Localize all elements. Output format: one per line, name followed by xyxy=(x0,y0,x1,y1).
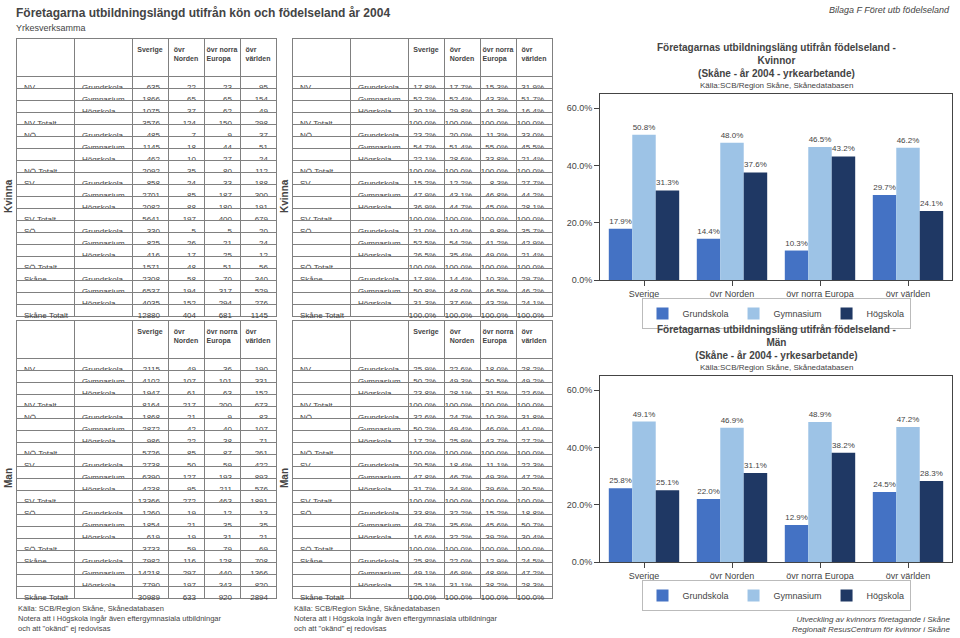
svg-text:12880: 12880 xyxy=(138,311,161,318)
svg-text:31.3%: 31.3% xyxy=(656,178,679,187)
svg-text:Sverige: Sverige xyxy=(629,571,660,581)
svg-text:Skåne Totalt: Skåne Totalt xyxy=(24,311,69,318)
svg-text:0.0%: 0.0% xyxy=(572,557,593,567)
svg-text:Grundskola: Grundskola xyxy=(683,309,729,319)
svg-text:681: 681 xyxy=(219,311,233,318)
svg-text:37.6%: 37.6% xyxy=(744,160,767,169)
svg-text:Sverige: Sverige xyxy=(413,328,438,336)
svg-text:46.2%: 46.2% xyxy=(897,136,920,145)
svg-text:100.0%: 100.0% xyxy=(409,593,436,600)
svg-text:Yrkesverksamma: Yrkesverksamma xyxy=(16,23,86,33)
svg-text:38.2%: 38.2% xyxy=(832,441,855,450)
svg-text:28.3%: 28.3% xyxy=(920,469,943,478)
svg-text:0.0%: 0.0% xyxy=(572,275,593,285)
svg-text:övr världen: övr världen xyxy=(886,571,931,581)
svg-text:47.2%: 47.2% xyxy=(897,415,920,424)
svg-text:Skåne Totalt: Skåne Totalt xyxy=(300,311,345,318)
svg-text:25.1%: 25.1% xyxy=(656,478,679,487)
svg-text:övr Norden: övr Norden xyxy=(710,571,755,581)
svg-text:Utveckling av kvinnors företag: Utveckling av kvinnors företagande i Skå… xyxy=(792,615,950,634)
svg-text:övrvärlden: övrvärlden xyxy=(522,328,547,344)
svg-text:övr norraEuropa: övr norraEuropa xyxy=(483,328,514,345)
svg-text:Sverige: Sverige xyxy=(137,328,162,336)
svg-text:48.0%: 48.0% xyxy=(721,131,744,140)
svg-text:24.5%: 24.5% xyxy=(873,480,896,489)
svg-text:Gymnasium: Gymnasium xyxy=(774,591,822,601)
svg-text:60.0%: 60.0% xyxy=(567,103,593,113)
svg-text:40.0%: 40.0% xyxy=(567,443,593,453)
svg-text:29.7%: 29.7% xyxy=(873,183,896,192)
svg-text:100.0%: 100.0% xyxy=(445,593,472,600)
svg-text:Högskola: Högskola xyxy=(867,591,905,601)
svg-text:Grundskola: Grundskola xyxy=(683,591,729,601)
svg-text:2894: 2894 xyxy=(250,593,268,600)
svg-text:30989: 30989 xyxy=(138,593,161,600)
svg-text:22.0%: 22.0% xyxy=(697,487,720,496)
svg-text:övrvärlden: övrvärlden xyxy=(246,328,271,344)
svg-text:404: 404 xyxy=(183,311,197,318)
svg-text:25.8%: 25.8% xyxy=(609,476,632,485)
svg-text:Gymnasium: Gymnasium xyxy=(774,309,822,319)
svg-text:övr norraEuropa: övr norraEuropa xyxy=(207,328,238,345)
svg-text:övr världen: övr världen xyxy=(886,289,931,299)
svg-text:övrNorden: övrNorden xyxy=(450,328,475,344)
svg-text:Källa:SCB/Region Skåne, Skåned: Källa:SCB/Region Skåne, Skånedatabasen xyxy=(700,81,853,90)
svg-text:Sverige: Sverige xyxy=(629,289,660,299)
svg-text:40.0%: 40.0% xyxy=(567,161,593,171)
svg-text:14.4%: 14.4% xyxy=(697,227,720,236)
svg-text:övrvärlden: övrvärlden xyxy=(522,46,547,62)
svg-text:övrNorden: övrNorden xyxy=(174,328,199,344)
svg-text:Källa:SCB/Region Skåne, Skåned: Källa:SCB/Region Skåne, Skånedatabasen xyxy=(700,363,853,372)
svg-text:49.1%: 49.1% xyxy=(633,410,656,419)
svg-text:övr Norden: övr Norden xyxy=(710,289,755,299)
svg-text:100.0%: 100.0% xyxy=(409,311,436,318)
svg-text:övr norraEuropa: övr norraEuropa xyxy=(483,46,514,63)
svg-text:Företagarna utbildningslängd u: Företagarna utbildningslängd utifrån kön… xyxy=(16,6,390,20)
svg-text:100.0%: 100.0% xyxy=(445,311,472,318)
svg-text:100.0%: 100.0% xyxy=(481,593,508,600)
svg-text:633: 633 xyxy=(183,593,197,600)
svg-text:Man: Man xyxy=(3,468,14,488)
svg-text:60.0%: 60.0% xyxy=(567,385,593,395)
svg-text:920: 920 xyxy=(219,593,233,600)
svg-text:övr norra Europa: övr norra Europa xyxy=(786,289,854,299)
svg-text:50.8%: 50.8% xyxy=(633,123,656,132)
svg-text:10.3%: 10.3% xyxy=(785,239,808,248)
svg-text:100.0%: 100.0% xyxy=(481,311,508,318)
svg-text:övrNorden: övrNorden xyxy=(174,46,199,62)
svg-text:Skåne Totalt: Skåne Totalt xyxy=(24,593,69,600)
svg-text:31.1%: 31.1% xyxy=(744,461,767,470)
svg-text:20.0%: 20.0% xyxy=(567,500,593,510)
svg-text:Företagarnas utbildningsläng u: Företagarnas utbildningsläng utifrån föd… xyxy=(657,324,896,361)
svg-text:Sverige: Sverige xyxy=(413,46,438,54)
svg-text:övrvärlden: övrvärlden xyxy=(246,46,271,62)
svg-text:Källa: SCB/Region Skåne, Skåne: Källa: SCB/Region Skåne, SkånedatabasenN… xyxy=(18,604,222,633)
svg-text:48.9%: 48.9% xyxy=(809,410,832,419)
svg-text:övrNorden: övrNorden xyxy=(450,46,475,62)
svg-text:100.0%: 100.0% xyxy=(517,311,544,318)
svg-text:100.0%: 100.0% xyxy=(517,593,544,600)
svg-text:1145: 1145 xyxy=(251,311,269,318)
svg-text:12.9%: 12.9% xyxy=(785,513,808,522)
svg-text:20.0%: 20.0% xyxy=(567,218,593,228)
svg-text:Företagarnas utbildningsläng u: Företagarnas utbildningsläng utifrån föd… xyxy=(657,42,896,79)
svg-text:Högskola: Högskola xyxy=(867,309,905,319)
svg-text:46.9%: 46.9% xyxy=(721,416,744,425)
svg-text:övr norra Europa: övr norra Europa xyxy=(786,571,854,581)
svg-text:Bilaga F Föret utb födelseland: Bilaga F Föret utb födelseland xyxy=(829,5,950,15)
svg-text:Källa: SCB/Region Skåne, Skåne: Källa: SCB/Region Skåne, SkånedatabasenN… xyxy=(294,604,498,633)
svg-text:46.5%: 46.5% xyxy=(809,135,832,144)
svg-text:övr norraEuropa: övr norraEuropa xyxy=(207,46,238,63)
svg-text:24.1%: 24.1% xyxy=(920,199,943,208)
svg-text:17.9%: 17.9% xyxy=(609,217,632,226)
svg-text:43.2%: 43.2% xyxy=(832,144,855,153)
svg-text:Man: Man xyxy=(279,468,290,488)
svg-text:Skåne Totalt: Skåne Totalt xyxy=(300,593,345,600)
svg-text:Sverige: Sverige xyxy=(137,46,162,54)
svg-text:Kvinna: Kvinna xyxy=(3,179,14,213)
svg-text:Kvinna: Kvinna xyxy=(279,179,290,213)
